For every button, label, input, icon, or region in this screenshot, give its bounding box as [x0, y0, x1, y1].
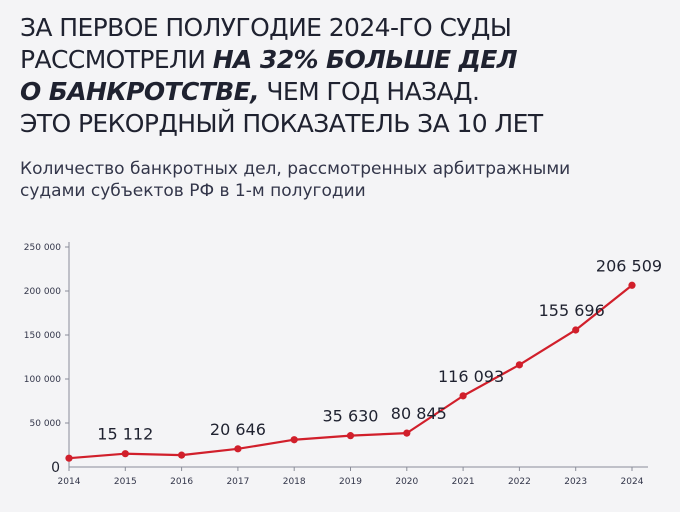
- data-point: [346, 432, 355, 440]
- headline-line-2-highlight: НА 32% БОЛЬШЕ ДЕЛ: [212, 45, 518, 74]
- chart-subtitle: Количество банкротных дел, рассмотренных…: [20, 158, 670, 202]
- y-tick-label: 200 000: [24, 287, 61, 297]
- x-tick-label: 2014: [58, 477, 81, 487]
- x-tick-label: 2024: [621, 477, 644, 487]
- data-point: [572, 326, 580, 334]
- y-zero-label: 0: [51, 460, 60, 476]
- x-tick-label: 2017: [226, 477, 249, 487]
- headline-line-2: РАССМОТРЕЛИ НА 32% БОЛЬШЕ ДЕЛ: [20, 44, 670, 76]
- x-tick-label: 2023: [564, 477, 587, 487]
- x-tick-label: 2018: [283, 477, 306, 487]
- data-label: 15 112: [97, 425, 153, 444]
- data-label: 116 093: [438, 367, 504, 386]
- data-point: [234, 445, 242, 453]
- data-label: 35 630: [323, 407, 379, 426]
- data-label: 80 845: [391, 404, 447, 423]
- data-point: [403, 429, 411, 437]
- x-tick-label: 2016: [170, 477, 193, 487]
- data-point: [178, 451, 186, 459]
- data-label: 155 696: [539, 301, 605, 320]
- subtitle-line-1: Количество банкротных дел, рассмотренных…: [20, 159, 571, 179]
- x-tick-label: 2020: [395, 477, 418, 487]
- data-point: [65, 454, 73, 462]
- data-point: [515, 361, 524, 369]
- headline-line-3: О БАНКРОТСТВЕ, ЧЕМ ГОД НАЗАД.: [20, 76, 670, 108]
- y-tick-label: 150 000: [24, 331, 61, 341]
- y-tick-label: 100 000: [24, 375, 61, 385]
- data-point: [628, 281, 636, 289]
- headline-line-3-highlight: О БАНКРОТСТВЕ,: [20, 77, 260, 106]
- headline-line-2-plain: РАССМОТРЕЛИ: [20, 45, 213, 74]
- x-tick-label: 2021: [452, 477, 475, 487]
- subtitle-line-2: судами субъектов РФ в 1-м полугодии: [20, 181, 366, 201]
- headline-line-1: ЗА ПЕРВОЕ ПОЛУГОДИЕ 2024-ГО СУДЫ: [20, 13, 512, 42]
- data-label: 20 646: [210, 420, 266, 439]
- data-point: [121, 450, 129, 458]
- x-tick-label: 2015: [114, 477, 137, 487]
- x-tick-label: 2019: [339, 477, 362, 487]
- headline-line-4: ЭТО РЕКОРДНЫЙ ПОКАЗАТЕЛЬ ЗА 10 ЛЕТ: [20, 109, 543, 138]
- y-tick-label: 250 000: [24, 243, 61, 253]
- data-label: 206 509: [596, 256, 662, 275]
- headline-line-3-plain: ЧЕМ ГОД НАЗАД.: [258, 77, 480, 106]
- headline: ЗА ПЕРВОЕ ПОЛУГОДИЕ 2024-ГО СУДЫ РАССМОТ…: [20, 12, 670, 140]
- y-tick-label: 50 000: [30, 419, 62, 429]
- x-tick-label: 2022: [508, 477, 531, 487]
- data-point: [459, 392, 467, 400]
- data-point: [290, 436, 298, 444]
